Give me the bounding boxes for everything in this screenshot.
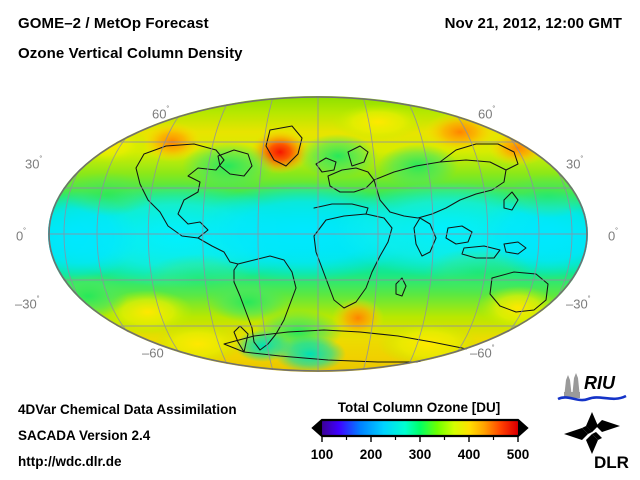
riu-wave-icon	[557, 394, 627, 402]
colorbar-arrow-left	[313, 420, 322, 436]
colorbar-arrow-right	[518, 420, 527, 436]
colorbar-ticks	[321, 436, 519, 442]
lat-label-60n: 60˚	[152, 105, 170, 122]
colorbar-tick-200: 200	[359, 447, 383, 462]
riu-wordmark: RIU	[584, 373, 616, 393]
riu-tower-icon	[564, 373, 580, 398]
lat-label-30s-right: –30˚	[566, 295, 591, 312]
page-title-line2: Ozone Vertical Column Density	[18, 45, 243, 62]
lat-label-60s-right: –60˚	[470, 344, 495, 361]
colorbar-title: Total Column Ozone [DU]	[337, 400, 501, 415]
dlr-pinwheel-icon	[564, 412, 620, 454]
lat-label-0-right: 0˚	[608, 227, 619, 244]
colorbar-tick-500: 500	[506, 447, 530, 462]
ozone-map	[48, 96, 588, 372]
riu-logo: RIU	[556, 372, 632, 406]
colorbar	[305, 417, 535, 442]
dlr-wordmark: DLR	[594, 453, 629, 472]
lat-label-0: 0˚	[16, 227, 27, 244]
lat-label-60n-right: 60˚	[478, 105, 496, 122]
colorbar-tick-400: 400	[457, 447, 481, 462]
dlr-logo: DLR	[562, 410, 634, 472]
footer-line-version: SACADA Version 2.4	[18, 428, 151, 443]
forecast-timestamp: Nov 21, 2012, 12:00 GMT	[444, 15, 622, 32]
colorbar-gradient	[313, 420, 527, 436]
colorbar-tick-100: 100	[310, 447, 334, 462]
lat-label-30n-right: 30˚	[566, 155, 584, 172]
footer-line-url[interactable]: http://wdc.dlr.de	[18, 454, 122, 469]
footer-line-assimilation: 4DVar Chemical Data Assimilation	[18, 402, 237, 417]
lat-label-30n: 30˚	[25, 155, 43, 172]
colorbar-tick-300: 300	[408, 447, 432, 462]
globe-outline	[48, 96, 588, 372]
lat-label-30s: –30˚	[15, 295, 40, 312]
ozone-field	[48, 96, 588, 372]
lat-label-60s: –60˚	[142, 344, 167, 361]
colorbar-tick-labels: 100 200 300 400 500	[305, 447, 535, 467]
page-title-line1: GOME–2 / MetOp Forecast	[18, 15, 209, 32]
